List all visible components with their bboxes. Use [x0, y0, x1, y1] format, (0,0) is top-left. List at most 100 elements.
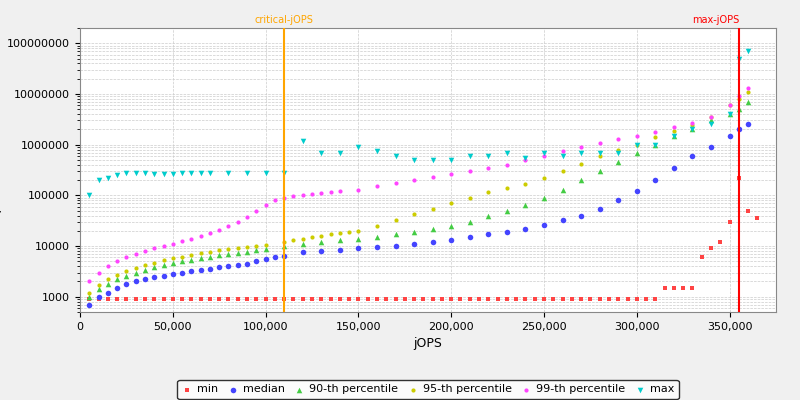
95-th percentile — [352, 228, 365, 234]
min — [296, 296, 309, 302]
max — [203, 170, 216, 177]
max — [445, 157, 458, 163]
95-th percentile — [157, 257, 170, 264]
min — [612, 296, 625, 302]
90-th percentile — [231, 250, 244, 256]
99-th percentile — [742, 85, 754, 91]
median — [667, 164, 680, 171]
99-th percentile — [269, 197, 282, 204]
max — [594, 149, 606, 156]
95-th percentile — [194, 250, 207, 256]
95-th percentile — [426, 205, 439, 212]
99-th percentile — [92, 269, 105, 276]
90-th percentile — [157, 262, 170, 268]
90-th percentile — [705, 117, 718, 124]
99-th percentile — [389, 180, 402, 186]
95-th percentile — [463, 194, 476, 201]
90-th percentile — [352, 236, 365, 242]
max — [667, 132, 680, 139]
90-th percentile — [649, 142, 662, 148]
95-th percentile — [594, 153, 606, 159]
90-th percentile — [370, 234, 383, 240]
median — [130, 278, 142, 285]
90-th percentile — [102, 280, 114, 287]
median — [538, 222, 550, 228]
min — [695, 254, 708, 260]
95-th percentile — [130, 265, 142, 271]
99-th percentile — [213, 226, 226, 233]
min — [519, 296, 532, 302]
99-th percentile — [130, 251, 142, 257]
90-th percentile — [630, 149, 643, 156]
max — [92, 177, 105, 183]
min — [380, 296, 393, 302]
99-th percentile — [408, 177, 421, 183]
min — [342, 296, 355, 302]
95-th percentile — [482, 189, 494, 196]
99-th percentile — [83, 278, 96, 285]
99-th percentile — [315, 190, 328, 196]
Legend: min, median, 90-th percentile, 95-th percentile, 99-th percentile, max: min, median, 90-th percentile, 95-th per… — [178, 380, 678, 399]
90-th percentile — [194, 255, 207, 261]
median — [259, 256, 272, 262]
99-th percentile — [649, 128, 662, 135]
min — [398, 296, 411, 302]
95-th percentile — [445, 200, 458, 206]
95-th percentile — [278, 239, 290, 245]
median — [334, 246, 346, 253]
min — [426, 296, 439, 302]
median — [612, 197, 625, 204]
90-th percentile — [120, 272, 133, 279]
median — [241, 260, 254, 267]
min — [574, 296, 587, 302]
99-th percentile — [723, 102, 736, 108]
median — [733, 126, 746, 132]
max — [334, 149, 346, 156]
min — [714, 239, 726, 245]
99-th percentile — [287, 193, 300, 200]
max — [742, 48, 754, 54]
99-th percentile — [538, 153, 550, 159]
99-th percentile — [594, 139, 606, 146]
median — [166, 271, 179, 277]
min — [352, 296, 365, 302]
95-th percentile — [501, 185, 514, 191]
90-th percentile — [594, 168, 606, 174]
95-th percentile — [250, 242, 262, 249]
min — [640, 296, 653, 302]
95-th percentile — [222, 246, 235, 252]
99-th percentile — [120, 254, 133, 260]
95-th percentile — [259, 241, 272, 248]
median — [110, 285, 123, 291]
min — [250, 296, 262, 302]
99-th percentile — [501, 162, 514, 168]
max — [574, 149, 587, 156]
max — [733, 55, 746, 62]
max — [176, 170, 189, 177]
median — [92, 294, 105, 300]
99-th percentile — [556, 148, 569, 154]
min — [157, 296, 170, 302]
95-th percentile — [742, 89, 754, 95]
max — [120, 170, 133, 177]
95-th percentile — [166, 255, 179, 262]
90-th percentile — [389, 231, 402, 238]
95-th percentile — [83, 290, 96, 296]
95-th percentile — [574, 160, 587, 167]
99-th percentile — [222, 223, 235, 229]
min — [594, 296, 606, 302]
90-th percentile — [213, 252, 226, 258]
median — [278, 252, 290, 259]
max — [686, 126, 699, 132]
95-th percentile — [370, 223, 383, 229]
median — [594, 205, 606, 212]
90-th percentile — [185, 256, 198, 263]
99-th percentile — [334, 188, 346, 194]
min — [148, 296, 161, 302]
95-th percentile — [138, 262, 151, 268]
min — [454, 296, 467, 302]
min — [138, 296, 151, 302]
max — [138, 170, 151, 177]
99-th percentile — [630, 132, 643, 139]
95-th percentile — [92, 282, 105, 288]
